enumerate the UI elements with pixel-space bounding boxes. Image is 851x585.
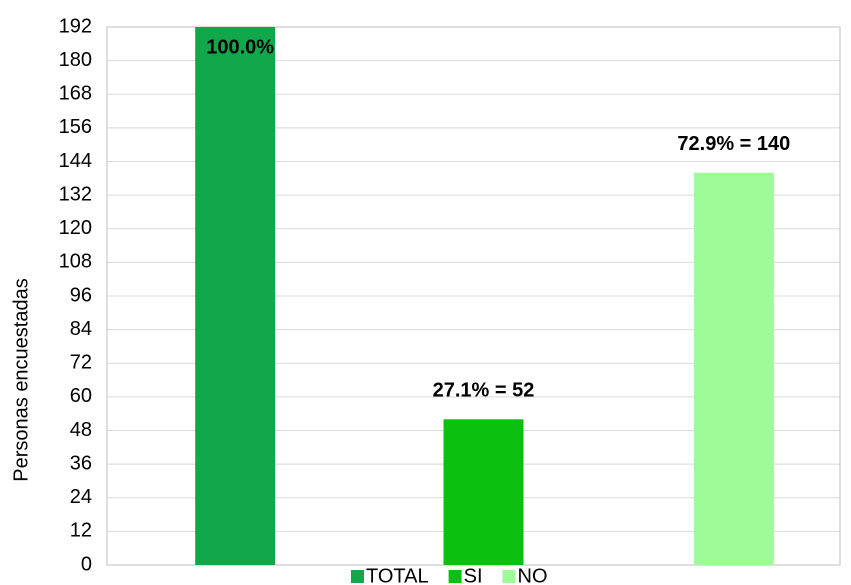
y-tick-label: 168	[59, 83, 92, 105]
y-tick-label: 60	[70, 385, 92, 407]
y-tick-label: 192	[59, 15, 92, 37]
data-label: 72.9% = 140	[677, 133, 790, 155]
y-tick-label: 108	[59, 251, 92, 273]
legend-swatch	[448, 570, 462, 583]
y-tick-label: 120	[59, 217, 92, 239]
bar	[443, 419, 524, 565]
legend-swatch	[502, 570, 516, 583]
bar	[195, 27, 276, 565]
legend-swatch	[351, 570, 364, 583]
y-tick-label: 12	[70, 520, 92, 542]
data-label: 27.1% = 52	[433, 380, 535, 402]
legend-label: NO	[518, 565, 548, 585]
legend-label: TOTAL	[366, 565, 429, 585]
y-tick-label: 156	[59, 116, 92, 138]
y-tick-label: 180	[59, 49, 92, 71]
legend-label: SI	[464, 565, 483, 585]
y-tick-label: 0	[81, 553, 92, 575]
y-tick-label: 144	[59, 150, 92, 172]
bar	[693, 172, 774, 566]
data-label: 100.0%	[206, 36, 274, 58]
y-tick-label: 48	[70, 419, 92, 441]
y-axis-label: Personas encuestadas	[10, 278, 32, 481]
y-tick-label: 24	[70, 486, 92, 508]
y-tick-label: 36	[70, 452, 92, 474]
y-tick-label: 132	[59, 183, 92, 205]
y-tick-label: 72	[70, 352, 92, 374]
y-tick-label: 84	[70, 318, 92, 340]
y-tick-label: 96	[70, 284, 92, 306]
